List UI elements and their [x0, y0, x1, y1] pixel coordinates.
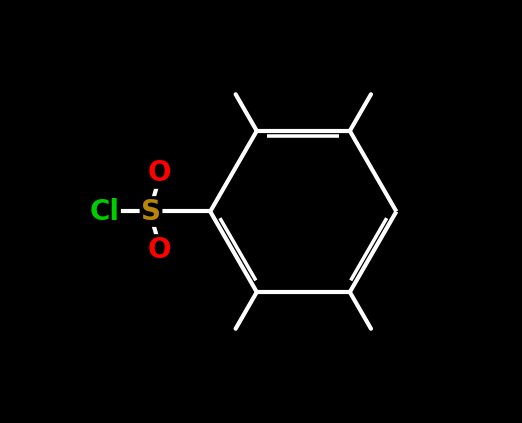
Text: O: O	[148, 159, 171, 187]
Text: Cl: Cl	[89, 198, 120, 225]
Text: S: S	[141, 198, 161, 225]
Text: O: O	[148, 236, 171, 264]
